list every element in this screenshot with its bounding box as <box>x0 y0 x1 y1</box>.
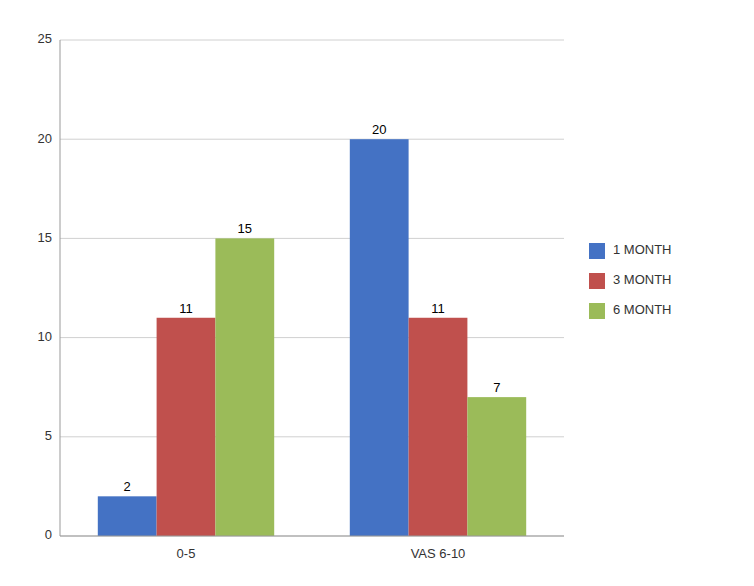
y-tick-label: 5 <box>45 428 52 443</box>
data-label: 11 <box>431 301 445 316</box>
grid-line <box>60 536 564 537</box>
chart: 0 5 10 15 20 25 2 20 11 11 15 7 0-5 VAS 6-10 1 MONTH 3 … <box>0 0 754 586</box>
legend-label: 6 MONTH <box>613 302 672 317</box>
y-axis <box>60 40 61 536</box>
data-label: 20 <box>372 122 386 137</box>
data-label: 7 <box>493 380 500 395</box>
x-axis <box>60 536 564 537</box>
data-labels: 2 20 11 11 15 7 <box>124 122 501 494</box>
x-tick-label: VAS 6-10 <box>411 546 466 561</box>
y-tick-label: 15 <box>38 230 52 245</box>
legend-label: 1 MONTH <box>613 242 672 257</box>
y-tick-label: 10 <box>38 329 52 344</box>
data-label: 11 <box>179 301 193 316</box>
bar <box>409 318 468 536</box>
bars <box>98 139 526 536</box>
bar <box>215 238 274 536</box>
grid-line <box>60 238 564 239</box>
bar <box>467 397 526 536</box>
legend-swatch <box>589 243 605 259</box>
legend-swatch <box>589 303 605 319</box>
data-label: 15 <box>238 221 252 236</box>
bar <box>350 139 409 536</box>
grid <box>60 40 564 536</box>
data-label: 2 <box>124 479 131 494</box>
x-tick-label: 0-5 <box>177 546 196 561</box>
grid-line <box>60 139 564 140</box>
bar <box>157 318 216 536</box>
y-tick-label: 20 <box>38 131 52 146</box>
y-tick-label: 25 <box>38 31 52 46</box>
legend-swatch <box>589 273 605 289</box>
legend: 1 MONTH 3 MONTH 6 MONTH <box>589 242 672 319</box>
grid-line <box>60 337 564 338</box>
y-tick-label: 0 <box>45 527 52 542</box>
legend-label: 3 MONTH <box>613 272 672 287</box>
bar <box>98 496 157 536</box>
grid-line <box>60 40 564 41</box>
